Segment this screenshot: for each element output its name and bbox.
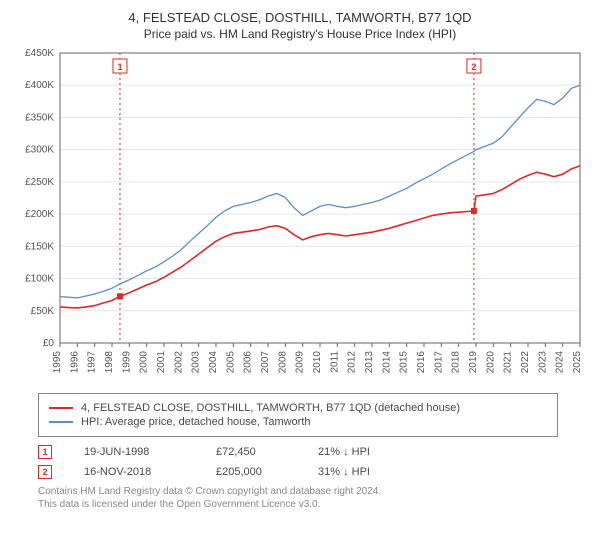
svg-text:2011: 2011	[329, 351, 340, 373]
footer-line: This data is licensed under the Open Gov…	[38, 498, 588, 511]
svg-text:2003: 2003	[191, 351, 202, 374]
svg-text:£300K: £300K	[25, 145, 54, 156]
svg-text:2022: 2022	[520, 351, 531, 374]
legend-swatch	[49, 421, 73, 423]
svg-text:£400K: £400K	[25, 80, 54, 91]
svg-text:£350K: £350K	[25, 112, 54, 123]
sale-price: £72,450	[216, 446, 286, 458]
svg-text:2005: 2005	[225, 351, 236, 374]
svg-text:2004: 2004	[208, 351, 219, 374]
sales-row: 2 16-NOV-2018 £205,000 31% ↓ HPI	[38, 465, 588, 479]
legend-label: 4, FELSTEAD CLOSE, DOSTHILL, TAMWORTH, B…	[81, 402, 460, 414]
svg-text:£0: £0	[43, 338, 55, 349]
svg-text:2008: 2008	[277, 351, 288, 374]
svg-text:2002: 2002	[173, 351, 184, 374]
svg-text:2019: 2019	[468, 351, 479, 374]
svg-text:2025: 2025	[572, 351, 583, 374]
svg-text:2010: 2010	[312, 351, 323, 374]
footer-line: Contains HM Land Registry data © Crown c…	[38, 485, 588, 498]
chart-subtitle: Price paid vs. HM Land Registry's House …	[10, 27, 590, 41]
svg-text:£150K: £150K	[25, 241, 54, 252]
svg-text:£200K: £200K	[25, 209, 54, 220]
footer-attribution: Contains HM Land Registry data © Crown c…	[38, 485, 588, 511]
svg-text:2014: 2014	[381, 351, 392, 374]
legend: 4, FELSTEAD CLOSE, DOSTHILL, TAMWORTH, B…	[38, 393, 558, 437]
svg-text:2015: 2015	[399, 351, 410, 374]
svg-text:2007: 2007	[260, 351, 271, 374]
svg-text:1997: 1997	[87, 351, 98, 374]
svg-text:2000: 2000	[139, 351, 150, 374]
svg-text:£250K: £250K	[25, 177, 54, 188]
svg-text:£450K: £450K	[25, 48, 54, 59]
svg-text:2006: 2006	[243, 351, 254, 374]
svg-text:1999: 1999	[121, 351, 132, 374]
sales-table: 1 19-JUN-1998 £72,450 21% ↓ HPI 2 16-NOV…	[38, 445, 588, 479]
svg-text:2012: 2012	[347, 351, 358, 374]
chart-title: 4, FELSTEAD CLOSE, DOSTHILL, TAMWORTH, B…	[10, 10, 590, 25]
svg-text:2017: 2017	[433, 351, 444, 374]
svg-text:2018: 2018	[451, 351, 462, 374]
svg-text:2009: 2009	[295, 351, 306, 374]
svg-text:2016: 2016	[416, 351, 427, 374]
svg-text:2023: 2023	[537, 351, 548, 374]
legend-label: HPI: Average price, detached house, Tamw…	[81, 416, 311, 428]
svg-text:2: 2	[471, 62, 476, 72]
legend-swatch	[49, 407, 73, 409]
svg-text:£50K: £50K	[31, 306, 55, 317]
svg-text:2001: 2001	[156, 351, 167, 374]
svg-text:1996: 1996	[69, 351, 80, 374]
svg-text:1: 1	[117, 62, 122, 72]
sale-marker-icon: 2	[38, 465, 52, 479]
sale-date: 19-JUN-1998	[84, 446, 184, 458]
sale-date: 16-NOV-2018	[84, 466, 184, 478]
sale-price: £205,000	[216, 466, 286, 478]
svg-text:2021: 2021	[503, 351, 514, 374]
svg-text:2020: 2020	[485, 351, 496, 374]
chart-plot-area: £0 £50K £100K £150K £200K £250K £300K £350K £400…	[10, 47, 590, 383]
legend-item: 4, FELSTEAD CLOSE, DOSTHILL, TAMWORTH, B…	[49, 402, 547, 414]
sale-marker-icon: 1	[38, 445, 52, 459]
sale-diff: 21% ↓ HPI	[318, 446, 398, 458]
legend-item: HPI: Average price, detached house, Tamw…	[49, 416, 547, 428]
svg-text:1998: 1998	[104, 351, 115, 374]
svg-text:2013: 2013	[364, 351, 375, 374]
chart-container: 4, FELSTEAD CLOSE, DOSTHILL, TAMWORTH, B…	[0, 0, 600, 560]
svg-text:1995: 1995	[52, 351, 63, 374]
svg-text:2024: 2024	[555, 351, 566, 374]
sales-row: 1 19-JUN-1998 £72,450 21% ↓ HPI	[38, 445, 588, 459]
sale-diff: 31% ↓ HPI	[318, 466, 398, 478]
svg-text:£100K: £100K	[25, 274, 54, 285]
